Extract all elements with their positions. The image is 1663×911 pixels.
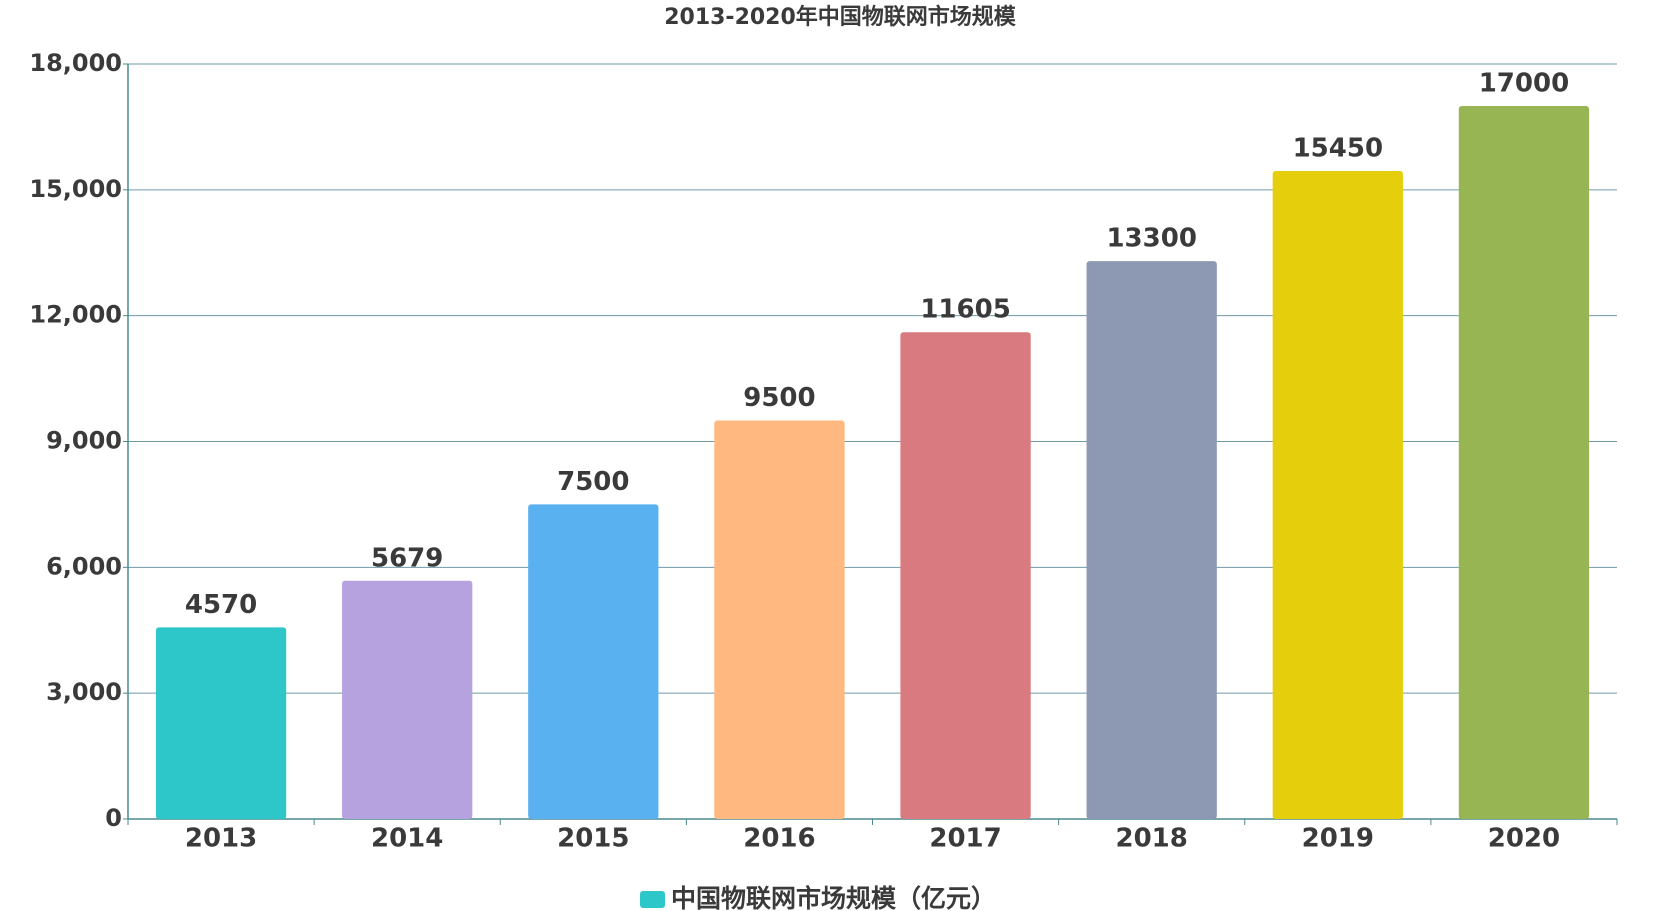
x-tick-label: 2019 <box>1302 824 1374 854</box>
y-tick-label: 18,000 <box>29 49 122 77</box>
legend-swatch <box>640 891 665 908</box>
x-tick-label: 2013 <box>185 824 257 854</box>
x-tick-label: 2016 <box>743 824 815 854</box>
y-tick-label: 12,000 <box>29 301 122 329</box>
value-label: 13300 <box>1106 224 1196 254</box>
chart-title: 2013-2020年中国物联网市场规模 <box>664 4 1017 30</box>
y-tick-label: 6,000 <box>46 552 122 580</box>
x-tick-label: 2014 <box>371 824 443 854</box>
x-tick-label: 2015 <box>557 824 629 854</box>
bar <box>342 580 473 819</box>
y-tick-label: 3,000 <box>46 678 122 706</box>
value-label: 5679 <box>371 543 443 573</box>
y-tick-label: 9,000 <box>46 427 122 455</box>
value-label: 15450 <box>1293 133 1383 163</box>
value-label: 11605 <box>920 295 1010 325</box>
y-tick-label: 0 <box>105 804 122 832</box>
bar <box>1458 105 1590 819</box>
bar <box>528 504 659 819</box>
x-tick-label: 2018 <box>1116 824 1188 854</box>
bar <box>714 420 845 819</box>
y-tick-label: 15,000 <box>29 175 122 203</box>
x-tick-label: 2017 <box>929 824 1001 854</box>
bar <box>1272 170 1403 820</box>
value-label: 9500 <box>743 383 815 413</box>
value-label: 17000 <box>1479 68 1569 98</box>
bar <box>1086 261 1217 819</box>
value-label: 7500 <box>557 467 629 497</box>
bar <box>155 627 287 819</box>
bar <box>900 332 1031 819</box>
legend-label: 中国物联网市场规模（亿元） <box>671 884 996 911</box>
value-label: 4570 <box>185 590 257 620</box>
x-tick-label: 2020 <box>1488 824 1560 854</box>
